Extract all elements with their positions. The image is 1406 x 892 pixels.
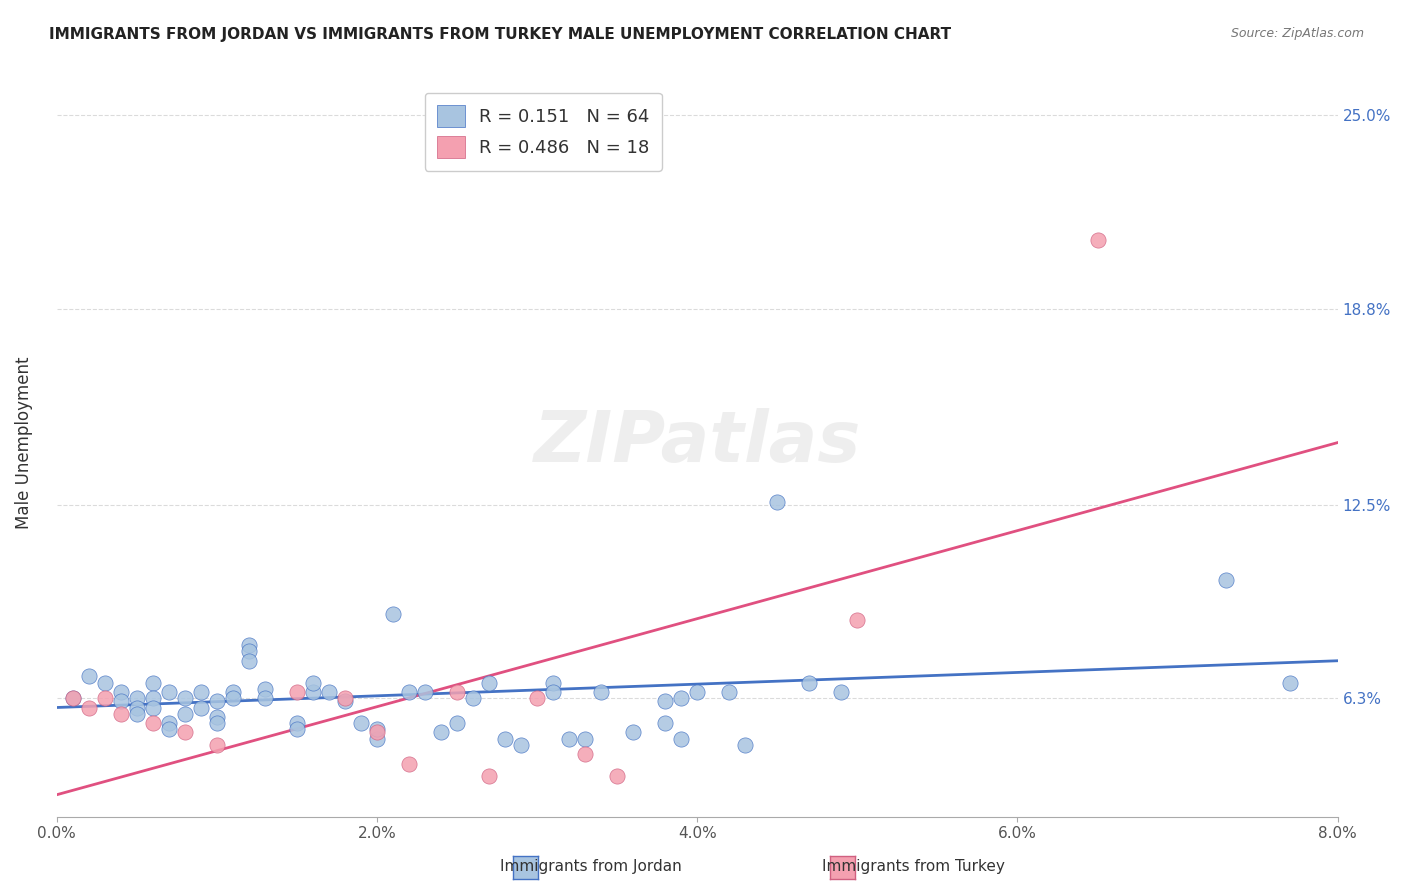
Immigrants from Jordan — [77, 669, 100, 683]
Immigrants from Turkey — [1087, 233, 1109, 247]
Immigrants from Jordan — [110, 694, 132, 708]
Immigrants from Jordan — [381, 607, 404, 621]
Text: ZIPatlas: ZIPatlas — [533, 408, 860, 477]
Text: Immigrants from Jordan: Immigrants from Jordan — [499, 859, 682, 874]
Immigrants from Jordan — [366, 723, 388, 737]
Immigrants from Jordan — [222, 691, 245, 706]
Immigrants from Jordan — [1278, 675, 1301, 690]
Immigrants from Jordan — [350, 716, 373, 731]
Immigrants from Jordan — [142, 700, 165, 714]
Immigrants from Jordan — [669, 731, 692, 746]
Immigrants from Jordan — [734, 738, 756, 752]
Immigrants from Turkey — [142, 716, 165, 731]
Immigrants from Jordan — [541, 685, 564, 699]
Immigrants from Jordan — [478, 675, 501, 690]
Immigrants from Jordan — [253, 691, 276, 706]
Immigrants from Jordan — [142, 691, 165, 706]
Immigrants from Turkey — [606, 769, 628, 783]
Immigrants from Jordan — [494, 731, 516, 746]
Immigrants from Jordan — [302, 685, 325, 699]
Immigrants from Jordan — [222, 685, 245, 699]
Immigrants from Jordan — [1215, 573, 1237, 587]
Immigrants from Jordan — [110, 685, 132, 699]
Immigrants from Jordan — [285, 723, 308, 737]
Immigrants from Jordan — [654, 716, 676, 731]
Immigrants from Jordan — [318, 685, 340, 699]
Immigrants from Jordan — [157, 716, 180, 731]
Immigrants from Jordan — [125, 700, 148, 714]
Immigrants from Jordan — [398, 685, 420, 699]
Immigrants from Turkey — [526, 691, 548, 706]
Immigrants from Jordan — [173, 691, 195, 706]
Immigrants from Jordan — [157, 685, 180, 699]
Immigrants from Jordan — [558, 731, 581, 746]
Immigrants from Jordan — [93, 675, 115, 690]
Immigrants from Jordan — [190, 700, 212, 714]
Immigrants from Turkey — [574, 747, 596, 762]
Legend: R = 0.151   N = 64, R = 0.486   N = 18: R = 0.151 N = 64, R = 0.486 N = 18 — [425, 93, 662, 171]
Immigrants from Jordan — [461, 691, 484, 706]
Immigrants from Jordan — [190, 685, 212, 699]
Immigrants from Jordan — [238, 644, 260, 658]
Immigrants from Jordan — [799, 675, 821, 690]
Immigrants from Turkey — [77, 700, 100, 714]
Immigrants from Turkey — [398, 756, 420, 771]
Immigrants from Jordan — [446, 716, 468, 731]
Text: Immigrants from Turkey: Immigrants from Turkey — [823, 859, 1005, 874]
Immigrants from Jordan — [591, 685, 613, 699]
Immigrants from Jordan — [173, 706, 195, 721]
Immigrants from Jordan — [238, 654, 260, 668]
Immigrants from Jordan — [366, 731, 388, 746]
Immigrants from Turkey — [846, 613, 869, 627]
Immigrants from Jordan — [574, 731, 596, 746]
Immigrants from Jordan — [62, 691, 84, 706]
Immigrants from Jordan — [253, 681, 276, 696]
Immigrants from Turkey — [93, 691, 115, 706]
Immigrants from Jordan — [157, 723, 180, 737]
Immigrants from Jordan — [302, 675, 325, 690]
Immigrants from Turkey — [366, 725, 388, 739]
Immigrants from Turkey — [478, 769, 501, 783]
Immigrants from Jordan — [205, 716, 228, 731]
Immigrants from Jordan — [205, 694, 228, 708]
Immigrants from Turkey — [62, 691, 84, 706]
Immigrants from Jordan — [541, 675, 564, 690]
Immigrants from Jordan — [285, 716, 308, 731]
Immigrants from Jordan — [766, 495, 789, 509]
Immigrants from Jordan — [686, 685, 709, 699]
Immigrants from Turkey — [173, 725, 195, 739]
Immigrants from Jordan — [669, 691, 692, 706]
Y-axis label: Male Unemployment: Male Unemployment — [15, 356, 32, 529]
Immigrants from Turkey — [446, 685, 468, 699]
Immigrants from Jordan — [430, 725, 453, 739]
Immigrants from Jordan — [333, 694, 356, 708]
Text: IMMIGRANTS FROM JORDAN VS IMMIGRANTS FROM TURKEY MALE UNEMPLOYMENT CORRELATION C: IMMIGRANTS FROM JORDAN VS IMMIGRANTS FRO… — [49, 27, 952, 42]
Text: Source: ZipAtlas.com: Source: ZipAtlas.com — [1230, 27, 1364, 40]
Immigrants from Jordan — [654, 694, 676, 708]
Immigrants from Jordan — [142, 675, 165, 690]
Immigrants from Turkey — [285, 685, 308, 699]
Immigrants from Jordan — [238, 638, 260, 652]
Immigrants from Turkey — [110, 706, 132, 721]
Immigrants from Jordan — [413, 685, 436, 699]
Immigrants from Turkey — [333, 691, 356, 706]
Immigrants from Turkey — [205, 738, 228, 752]
Immigrants from Jordan — [205, 710, 228, 724]
Immigrants from Jordan — [510, 738, 533, 752]
Immigrants from Jordan — [125, 706, 148, 721]
Immigrants from Jordan — [125, 691, 148, 706]
Immigrants from Jordan — [621, 725, 644, 739]
Immigrants from Jordan — [718, 685, 741, 699]
Immigrants from Jordan — [830, 685, 852, 699]
